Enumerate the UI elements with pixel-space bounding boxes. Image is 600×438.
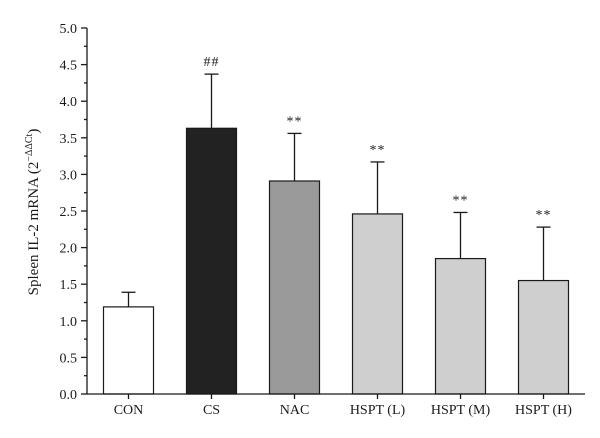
significance-label: ## [204,55,220,70]
y-axis-label-close: ) [26,129,42,134]
y-axis-label-main: Spleen IL-2 mRNA (2 [26,162,42,296]
x-tick-label: CON [114,403,144,418]
bar [268,180,321,395]
y-tick-label: 3.0 [60,168,78,183]
y-tick-label: 0.0 [60,388,78,403]
x-tick-label: HSPT (L) [350,403,406,418]
bar [102,306,155,395]
y-tick-label: 2.0 [60,242,78,257]
bar [185,127,238,395]
bar [517,279,570,395]
y-tick-label: 1.5 [60,278,78,293]
y-axis-label: Spleen IL-2 mRNA (2−ΔΔCt) [24,129,42,296]
y-tick-label: 4.0 [60,95,78,110]
significance-label: ** [453,193,469,208]
bars: ## ** ** ** ** [102,55,570,395]
y-axis: 0.0 0.5 1.0 1.5 2.0 2.5 3.0 3.5 4.0 4.5 5.0 [60,22,88,403]
significance-label: ** [370,143,386,158]
bar [351,213,404,395]
y-tick-label: 3.5 [60,132,78,147]
significance-label: ** [287,114,303,129]
x-tick-label: CS [203,403,220,418]
y-tick-label: 1.0 [60,315,78,330]
x-tick-label: HSPT (M) [431,403,491,418]
y-tick-label: 4.5 [60,59,78,74]
y-tick-label: 2.5 [60,205,78,220]
x-tick-label: NAC [280,403,310,418]
y-tick-label: 5.0 [60,22,78,37]
x-axis: CON CS NAC HSPT (L) HSPT (M) HSPT (H) [87,393,585,418]
y-axis-label-superscript: −ΔΔCt [24,133,35,161]
x-tick-label: HSPT (H) [515,403,572,418]
bar [434,257,487,395]
significance-label: ** [536,208,552,223]
y-tick-label: 0.5 [60,351,78,366]
